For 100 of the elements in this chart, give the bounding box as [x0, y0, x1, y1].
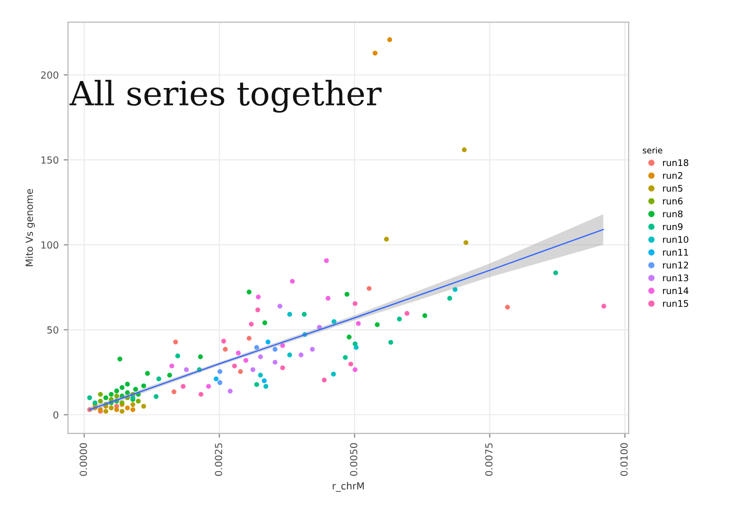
point: [374, 322, 380, 328]
legend-label: run8: [663, 210, 683, 218]
point: [154, 394, 159, 399]
point: [266, 340, 270, 344]
point: [290, 278, 295, 284]
x-tick-label: 0.0025: [214, 443, 222, 476]
point: [272, 346, 278, 352]
point: [464, 240, 468, 246]
point: [236, 350, 241, 356]
point: [206, 384, 211, 389]
point: [255, 307, 260, 312]
point: [387, 37, 392, 42]
point: [114, 394, 120, 398]
point: [262, 320, 268, 326]
point: [136, 398, 141, 404]
point: [258, 354, 263, 360]
point: [263, 384, 268, 389]
point: [348, 362, 354, 367]
point: [198, 354, 203, 360]
point: [184, 367, 189, 372]
point: [221, 338, 226, 344]
point: [447, 296, 452, 301]
point: [258, 372, 263, 378]
x-tick-label: 0.0100: [620, 443, 628, 476]
legend-title: serie: [642, 146, 662, 154]
point: [505, 304, 510, 310]
point: [462, 147, 467, 152]
point: [422, 313, 428, 318]
point: [243, 358, 248, 363]
point: [180, 384, 186, 389]
point: [169, 364, 174, 368]
point: [167, 372, 172, 378]
point: [103, 408, 108, 414]
point: [280, 343, 286, 348]
x-tick-label: 0.0000: [80, 443, 88, 476]
point: [120, 385, 124, 390]
point: [250, 367, 256, 372]
point: [173, 340, 178, 344]
point: [287, 312, 292, 317]
point: [98, 398, 103, 404]
legend-label: run9: [663, 223, 683, 230]
point: [125, 406, 130, 410]
point: [342, 355, 348, 360]
point: [222, 346, 228, 352]
point: [310, 346, 315, 352]
point: [130, 402, 136, 407]
point: [175, 354, 180, 358]
point: [331, 372, 336, 377]
point: [232, 364, 237, 368]
point: [108, 392, 114, 397]
point: [120, 408, 124, 414]
point: [103, 395, 108, 400]
point: [214, 376, 219, 382]
point: [384, 236, 389, 242]
point: [256, 294, 261, 300]
point: [246, 336, 252, 341]
legend-label: run2: [663, 172, 682, 179]
point: [262, 378, 267, 384]
point: [114, 407, 120, 412]
point: [133, 386, 138, 392]
point: [238, 369, 243, 374]
point: [198, 392, 204, 397]
y-tick-label: 150: [41, 156, 58, 164]
y-tick-label: 100: [41, 241, 58, 249]
y-tick-label: 0: [53, 411, 58, 419]
legend-label: run13: [663, 274, 688, 282]
y-axis-title: Mito Vs genome: [25, 189, 35, 266]
point: [130, 407, 136, 412]
point: [601, 304, 606, 309]
y-tick-label: 200: [41, 71, 58, 79]
x-tick-label: 0.0075: [485, 443, 493, 476]
point: [298, 352, 304, 358]
point: [87, 395, 92, 400]
point: [553, 270, 558, 276]
point: [397, 316, 402, 322]
point: [248, 322, 254, 327]
point: [324, 258, 329, 264]
point: [344, 292, 350, 297]
point: [272, 360, 278, 365]
point: [302, 312, 307, 317]
point: [254, 345, 260, 350]
legend-label: run5: [663, 184, 682, 192]
point: [366, 286, 372, 291]
point: [287, 352, 292, 358]
point: [125, 382, 130, 387]
point: [322, 378, 327, 382]
point: [316, 324, 322, 330]
point: [356, 321, 361, 326]
point: [98, 392, 103, 397]
legend-label: run18: [663, 159, 688, 166]
legend-label: run15: [663, 300, 688, 307]
point: [228, 388, 233, 394]
point: [246, 290, 252, 294]
y-tick-label: 50: [47, 326, 58, 334]
text: All series together: [69, 80, 382, 113]
point: [404, 311, 410, 316]
legend-label: run10: [663, 236, 688, 243]
point: [326, 296, 330, 301]
point: [280, 365, 286, 370]
point: [108, 406, 114, 410]
